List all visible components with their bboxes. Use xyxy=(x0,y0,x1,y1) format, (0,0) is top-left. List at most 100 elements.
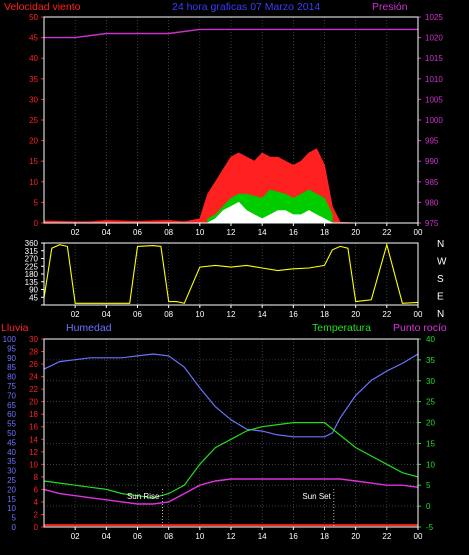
wind-panel-xtick-label: 04 xyxy=(102,228,111,237)
sun-event-label: Sun Set xyxy=(302,492,331,501)
rain-ytick-label: 8 xyxy=(34,473,39,482)
rain-ytick-label: 28 xyxy=(29,348,38,357)
wind-ytick-label: 40 xyxy=(29,54,38,63)
direction-ytick-label: 90 xyxy=(29,286,38,295)
humidity-line xyxy=(43,353,419,438)
wind-ytick-label: 20 xyxy=(29,137,38,146)
rain-ytick-label: 24 xyxy=(29,373,38,382)
humidity-ytick-label: 60 xyxy=(7,410,16,419)
rain-ytick-label: 12 xyxy=(29,448,38,457)
temperature-ytick-label: 25 xyxy=(426,398,435,407)
wind-panel-xtick-label: 20 xyxy=(351,228,360,237)
wind-ytick-label: 0 xyxy=(34,219,39,228)
wind-low-area xyxy=(207,201,333,224)
temperature-ytick-label: 15 xyxy=(426,439,435,448)
humidity-ytick-label: 30 xyxy=(7,467,16,476)
direction-ytick-label: 360 xyxy=(25,239,39,248)
temperature-ytick-label: 30 xyxy=(426,377,435,386)
temperature-ytick-label: 40 xyxy=(426,335,435,344)
humidity-panel-xtick-label: 00 xyxy=(414,532,423,541)
direction-panel-xtick-label: 02 xyxy=(71,310,80,319)
humidity-panel-xtick-label: 18 xyxy=(320,532,329,541)
pressure-label: Presión xyxy=(372,1,408,13)
dewpoint-line xyxy=(43,478,419,505)
rain-ytick-label: 22 xyxy=(29,385,38,394)
temperature-ytick-label: 5 xyxy=(426,481,431,490)
humidity-ytick-label: 0 xyxy=(12,523,17,532)
wind-panel-xtick-label: 14 xyxy=(258,228,267,237)
rain-ytick-label: 10 xyxy=(29,460,38,469)
rain-ytick-label: 4 xyxy=(34,498,39,507)
direction-ytick-label: 225 xyxy=(25,262,39,271)
direction-panel-xtick-label: 18 xyxy=(320,310,329,319)
wind-ytick-label: 30 xyxy=(29,95,38,104)
humidity-panel-xtick-label: 04 xyxy=(102,532,111,541)
rain-ytick-label: 2 xyxy=(34,510,39,519)
direction-compass-label: N xyxy=(437,239,444,250)
rain-ytick-label: 20 xyxy=(29,398,38,407)
dewpoint-axis-title: Punto rocío xyxy=(393,322,447,334)
pressure-line xyxy=(44,28,418,39)
direction-compass-label: S xyxy=(437,274,444,285)
temperature-ytick-label: 10 xyxy=(426,460,435,469)
humidity-ytick-label: 80 xyxy=(7,373,16,382)
humidity-ytick-label: 100 xyxy=(3,335,17,344)
direction-ytick-label: 270 xyxy=(25,255,39,264)
humidity-panel-xtick-label: 06 xyxy=(133,532,142,541)
direction-panel-xtick-label: 10 xyxy=(195,310,204,319)
rain-ytick-label: 0 xyxy=(34,523,39,532)
humidity-ytick-label: 70 xyxy=(7,391,16,400)
wind-ytick-label: 25 xyxy=(29,116,38,125)
humidity-panel-xtick-label: 12 xyxy=(227,532,236,541)
temperature-ytick-label: 0 xyxy=(426,502,431,511)
pressure-ytick-label: 1000 xyxy=(425,116,443,125)
wind-panel-xtick-label: 00 xyxy=(414,228,423,237)
humidity-ytick-label: 50 xyxy=(7,429,16,438)
rain-axis-title: Lluvia xyxy=(1,322,29,334)
direction-ytick-label: 315 xyxy=(25,247,39,256)
rain-ytick-label: 26 xyxy=(29,360,38,369)
humidity-panel-xtick-label: 02 xyxy=(71,532,80,541)
rain-ytick-label: 14 xyxy=(29,435,38,444)
pressure-ytick-label: 995 xyxy=(425,137,439,146)
humidity-ytick-label: 5 xyxy=(12,514,17,523)
wind-ytick-label: 15 xyxy=(29,157,38,166)
humidity-panel-xtick-label: 08 xyxy=(164,532,173,541)
direction-ytick-label: 45 xyxy=(29,293,38,302)
direction-compass-label: E xyxy=(437,292,444,303)
direction-ytick-label: 135 xyxy=(25,278,39,287)
sun-event-label: Sun Rise xyxy=(127,492,160,501)
temperature-ytick-label: 35 xyxy=(426,356,435,365)
temperature-axis-title: Temperatura xyxy=(312,322,371,334)
wind-panel-xtick-label: 22 xyxy=(382,228,391,237)
direction-panel-xtick-label: 16 xyxy=(289,310,298,319)
direction-panel-xtick-label: 22 xyxy=(382,310,391,319)
direction-compass-label: W xyxy=(437,257,447,268)
direction-panel-xtick-label: 08 xyxy=(164,310,173,319)
pressure-ytick-label: 1010 xyxy=(425,75,443,84)
wind-panel-xtick-label: 06 xyxy=(133,228,142,237)
wind-ytick-label: 45 xyxy=(29,34,38,43)
humidity-panel-xtick-label: 16 xyxy=(289,532,298,541)
humidity-ytick-label: 45 xyxy=(7,438,16,447)
wind-direction-line xyxy=(43,242,419,304)
pressure-ytick-label: 1005 xyxy=(425,95,443,104)
temperature-ytick-label: -5 xyxy=(426,523,434,532)
rain-ytick-label: 6 xyxy=(34,485,39,494)
wind-panel-xtick-label: 18 xyxy=(320,228,329,237)
temperature-ytick-label: 20 xyxy=(426,419,435,428)
humidity-ytick-label: 55 xyxy=(7,420,16,429)
direction-compass-label: N xyxy=(437,309,444,320)
pressure-ytick-label: 975 xyxy=(425,219,439,228)
humidity-ytick-label: 85 xyxy=(7,363,16,372)
direction-panel-xtick-label: 14 xyxy=(258,310,267,319)
humidity-axis-title: Humedad xyxy=(66,322,112,334)
direction-panel-xtick-label: 04 xyxy=(102,310,111,319)
humidity-ytick-label: 35 xyxy=(7,457,16,466)
humidity-temperature-panel: Lluvia Humedad Temperatura Punto rocío05101… xyxy=(1,322,447,541)
humidity-ytick-label: 40 xyxy=(7,448,16,457)
direction-panel-xtick-label: 06 xyxy=(133,310,142,319)
direction-panel-xtick-label: 20 xyxy=(351,310,360,319)
